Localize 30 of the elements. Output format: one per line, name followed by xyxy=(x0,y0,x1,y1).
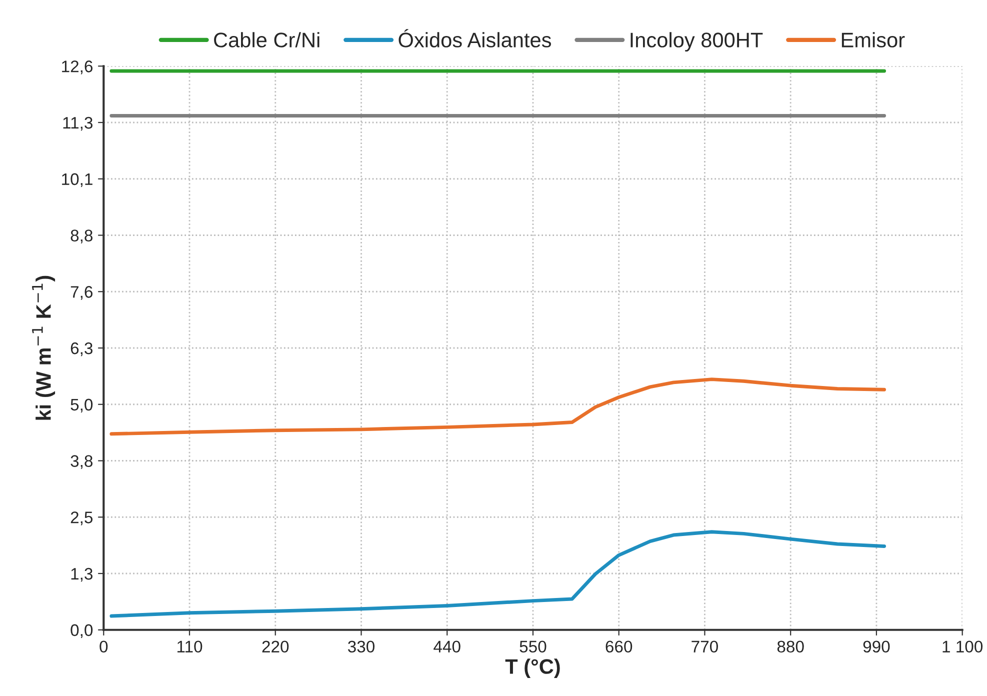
line-series xyxy=(110,530,886,618)
x-tick-label: 330 xyxy=(348,640,374,653)
y-tick-label: 2,5 xyxy=(70,512,93,526)
legend-label: Cable Cr/Ni xyxy=(214,32,320,48)
y-tick-label: 0,0 xyxy=(70,624,93,638)
y-tick-label: 12,6 xyxy=(62,60,92,74)
x-tick-label: 440 xyxy=(434,640,460,653)
legend-label: Incoloy 800HT xyxy=(630,32,763,52)
x-tick-label: 1 100 xyxy=(942,640,983,653)
y-tick-label: 5,0 xyxy=(70,398,93,413)
x-tick-label: 0 xyxy=(100,640,108,653)
y-tick-label: 7,6 xyxy=(70,286,92,300)
legend-label: Emisor xyxy=(842,32,905,48)
y-tick-label: 8,8 xyxy=(70,230,92,244)
x-tick-label: 770 xyxy=(692,640,718,653)
x-axis-title: T (°C) xyxy=(505,658,560,678)
y-tick-label: 6,3 xyxy=(70,342,92,356)
x-tick-label: 550 xyxy=(520,640,546,653)
y-axis-title: ki (W m$^{−1}$ K$^{−1}$) xyxy=(32,276,56,420)
line-series xyxy=(110,378,886,436)
y-tick-label: 11,3 xyxy=(63,116,92,131)
x-tick-label: 880 xyxy=(777,640,804,653)
legend-label: Óxidos Aislantes xyxy=(398,29,551,48)
x-tick-label: 110 xyxy=(177,640,202,653)
x-tick-label: 220 xyxy=(262,640,289,653)
y-tick-label: 10,1 xyxy=(62,173,92,188)
x-tick-label: 990 xyxy=(863,640,890,653)
y-tick-label: 1,3 xyxy=(71,568,92,582)
x-tick-label: 660 xyxy=(606,640,632,653)
y-tick-label: 3,8 xyxy=(70,455,92,469)
